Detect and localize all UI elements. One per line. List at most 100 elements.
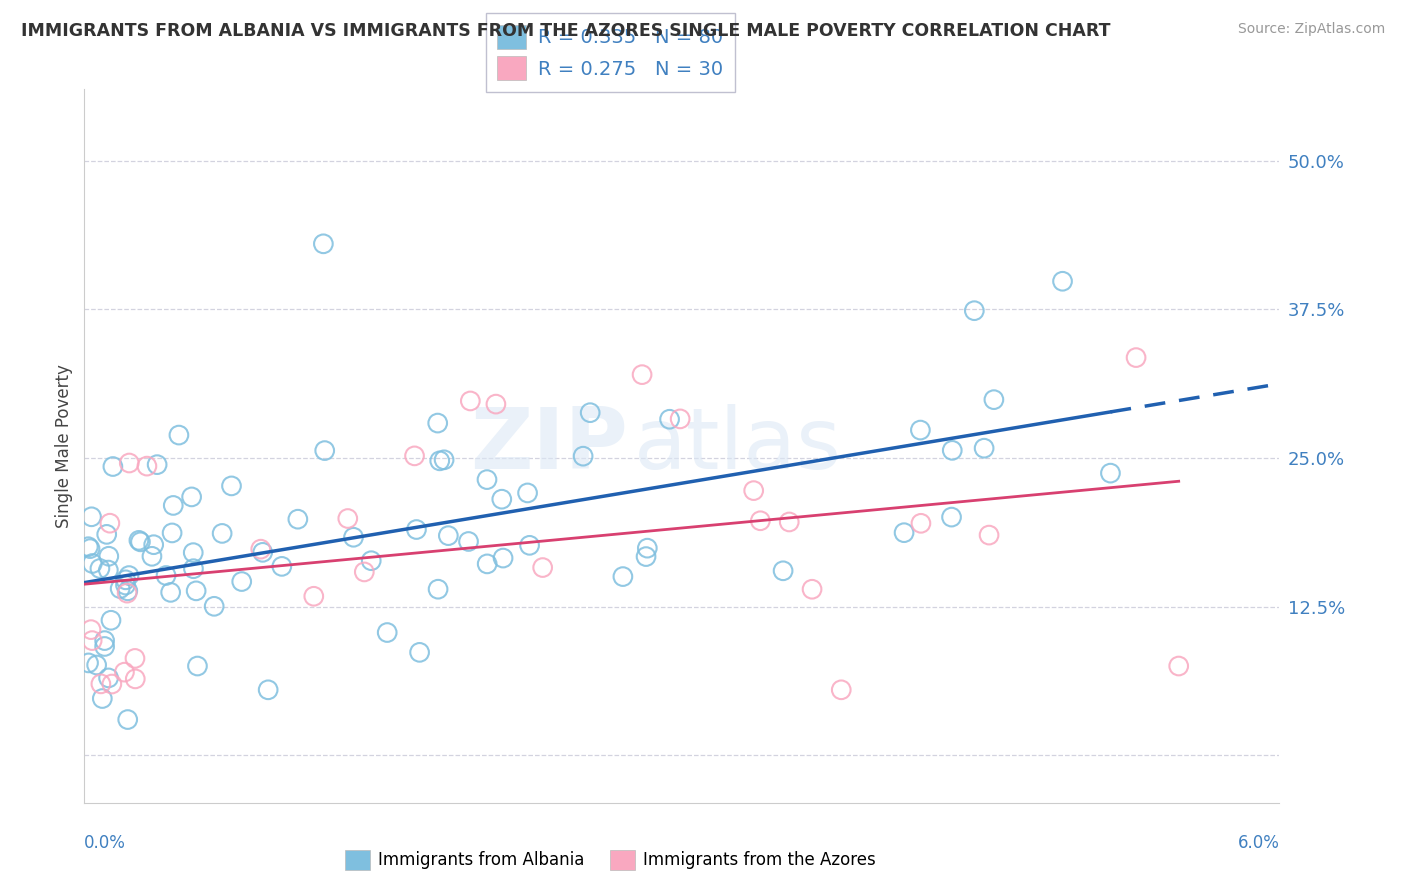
Point bbox=[118, 568, 141, 582]
Point bbox=[270, 559, 292, 574]
Point bbox=[128, 533, 150, 548]
Point bbox=[669, 412, 692, 426]
Point bbox=[893, 525, 915, 540]
Point bbox=[211, 526, 233, 541]
Point bbox=[117, 583, 139, 598]
Point bbox=[202, 599, 225, 614]
Point bbox=[183, 562, 205, 576]
Point bbox=[135, 459, 157, 474]
Point bbox=[491, 492, 513, 507]
Point bbox=[973, 441, 995, 455]
Point bbox=[1167, 659, 1189, 673]
Text: Source: ZipAtlas.com: Source: ZipAtlas.com bbox=[1237, 22, 1385, 37]
Point bbox=[124, 672, 146, 686]
Point bbox=[742, 483, 765, 498]
Point bbox=[160, 525, 183, 540]
Point bbox=[118, 456, 141, 470]
Point bbox=[77, 540, 100, 554]
Point bbox=[108, 582, 131, 596]
Point bbox=[636, 541, 658, 556]
Point bbox=[155, 568, 177, 582]
Text: atlas: atlas bbox=[634, 404, 842, 488]
Point bbox=[572, 449, 595, 463]
Point bbox=[314, 443, 336, 458]
Point bbox=[124, 651, 146, 665]
Point bbox=[801, 582, 824, 597]
Point bbox=[100, 613, 122, 627]
Text: 0.0%: 0.0% bbox=[84, 834, 127, 852]
Point bbox=[97, 563, 120, 577]
Point bbox=[353, 565, 375, 579]
Point bbox=[631, 368, 654, 382]
Point bbox=[749, 514, 772, 528]
Point bbox=[287, 512, 309, 526]
Point bbox=[86, 658, 108, 673]
Point bbox=[249, 542, 271, 557]
Point bbox=[80, 623, 103, 637]
Point bbox=[114, 665, 136, 680]
Point bbox=[79, 541, 101, 556]
Point bbox=[830, 682, 852, 697]
Point bbox=[457, 534, 479, 549]
Legend: Immigrants from Albania, Immigrants from the Azores: Immigrants from Albania, Immigrants from… bbox=[337, 843, 883, 877]
Point bbox=[97, 549, 120, 564]
Point bbox=[141, 549, 163, 564]
Point bbox=[772, 564, 794, 578]
Point bbox=[910, 516, 932, 531]
Point bbox=[98, 516, 121, 531]
Point bbox=[516, 486, 538, 500]
Point bbox=[634, 549, 657, 564]
Point bbox=[426, 416, 449, 430]
Point bbox=[404, 449, 426, 463]
Point bbox=[1052, 274, 1074, 288]
Point bbox=[82, 557, 104, 571]
Point bbox=[77, 656, 100, 670]
Point bbox=[302, 589, 325, 603]
Point bbox=[658, 412, 681, 426]
Point bbox=[93, 640, 115, 654]
Point bbox=[181, 546, 204, 560]
Point bbox=[186, 583, 208, 598]
Point bbox=[375, 625, 398, 640]
Point bbox=[117, 713, 139, 727]
Point bbox=[312, 236, 335, 251]
Point bbox=[180, 490, 202, 504]
Point bbox=[89, 561, 111, 575]
Point bbox=[437, 529, 460, 543]
Point bbox=[427, 582, 450, 597]
Point bbox=[531, 560, 554, 574]
Point bbox=[97, 671, 120, 685]
Point bbox=[429, 454, 451, 468]
Point bbox=[114, 578, 136, 592]
Point bbox=[485, 397, 508, 411]
Point bbox=[221, 479, 243, 493]
Point bbox=[941, 510, 963, 524]
Point bbox=[186, 659, 208, 673]
Point bbox=[983, 392, 1005, 407]
Point bbox=[101, 459, 124, 474]
Point bbox=[96, 527, 118, 541]
Text: IMMIGRANTS FROM ALBANIA VS IMMIGRANTS FROM THE AZORES SINGLE MALE POVERTY CORREL: IMMIGRANTS FROM ALBANIA VS IMMIGRANTS FR… bbox=[21, 22, 1111, 40]
Text: 6.0%: 6.0% bbox=[1237, 834, 1279, 852]
Point bbox=[115, 586, 138, 600]
Point bbox=[492, 551, 515, 566]
Point bbox=[93, 633, 115, 648]
Point bbox=[101, 677, 124, 691]
Point bbox=[129, 534, 152, 549]
Point bbox=[90, 677, 112, 691]
Y-axis label: Single Male Poverty: Single Male Poverty bbox=[55, 364, 73, 528]
Point bbox=[977, 528, 1000, 542]
Point bbox=[114, 573, 136, 587]
Point bbox=[252, 545, 274, 559]
Point bbox=[231, 574, 253, 589]
Point bbox=[167, 428, 190, 442]
Point bbox=[342, 530, 364, 544]
Point bbox=[778, 515, 800, 529]
Point bbox=[519, 538, 541, 552]
Point bbox=[910, 423, 932, 437]
Point bbox=[477, 557, 499, 571]
Point bbox=[257, 682, 280, 697]
Point bbox=[80, 509, 103, 524]
Point bbox=[146, 458, 169, 472]
Point bbox=[1125, 351, 1147, 365]
